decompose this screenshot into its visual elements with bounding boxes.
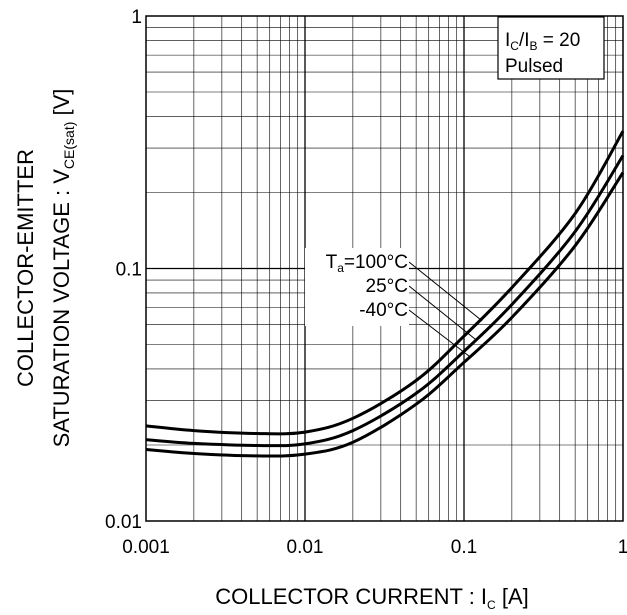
x-tick-label: 0.01	[287, 537, 324, 558]
y-axis-label-line2: SATURATION VOLTAGE : VCE(sat) [V]	[49, 89, 77, 448]
y-tick-label: 1	[131, 7, 142, 28]
y-tick-label: 0.1	[116, 260, 142, 281]
y-tick-label: 0.01	[105, 512, 142, 533]
series-labels: Ta=100°C 25°C -40°C	[305, 248, 409, 326]
condition-pulsed: Pulsed	[505, 56, 563, 77]
series-label-25c: 25°C	[366, 276, 408, 297]
series-leader-lines	[408, 261, 483, 358]
y-axis-label-line1: COLLECTOR-EMITTER	[13, 149, 38, 387]
series-curves	[145, 130, 625, 458]
y-tick-labels: 0.01 0.1 1	[105, 7, 142, 533]
x-tick-label: 1	[618, 537, 627, 558]
series-label-100c: Ta=100°C	[326, 252, 408, 275]
condition-box	[497, 16, 605, 80]
x-tick-label: 0.001	[122, 537, 170, 558]
x-tick-label: 0.1	[451, 537, 477, 558]
series-line-minus40c	[145, 171, 625, 458]
leader-line	[408, 285, 477, 341]
condition-ratio: IC/IB = 20	[505, 30, 580, 53]
x-axis-label: COLLECTOR CURRENT : IC [A]	[215, 584, 528, 612]
leader-line	[408, 261, 483, 322]
series-label-minus40c: -40°C	[359, 300, 408, 321]
series-line-100c	[145, 130, 625, 436]
leader-line	[408, 309, 471, 358]
plot-frame	[145, 15, 624, 522]
series-line-25c	[145, 154, 625, 448]
x-tick-labels: 0.001 0.01 0.1 1	[122, 537, 627, 558]
